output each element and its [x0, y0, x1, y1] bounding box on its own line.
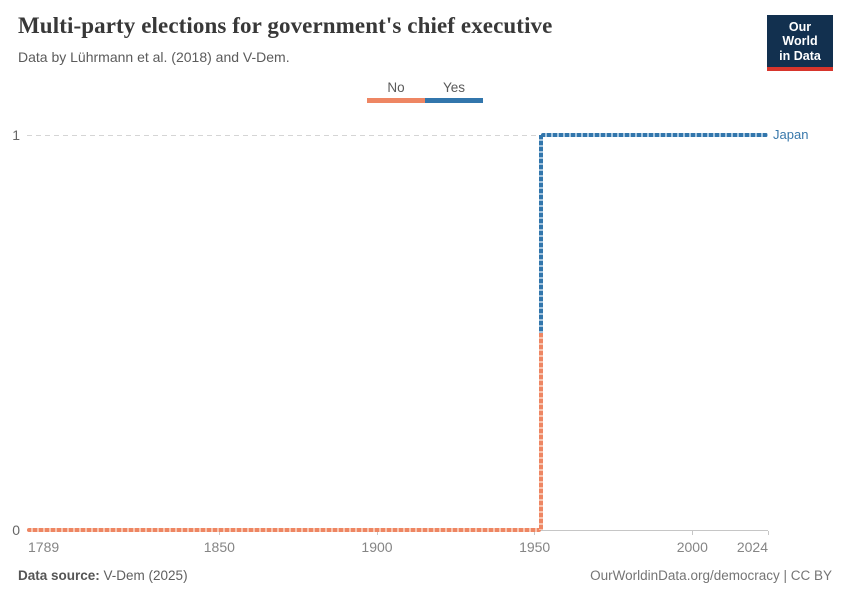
- data-source-value: V-Dem (2025): [99, 568, 188, 583]
- legend-label-yes: Yes: [442, 80, 466, 95]
- x-tick: [767, 531, 769, 535]
- y-tick-label: 1: [12, 127, 20, 143]
- legend-item-yes[interactable]: Yes: [425, 80, 483, 103]
- legend-swatch-yes: [425, 98, 483, 103]
- series-line-yes: [540, 133, 768, 137]
- legend-item-no[interactable]: No: [367, 80, 425, 103]
- x-tick: [691, 531, 693, 535]
- owid-logo-line2: in Data: [779, 48, 821, 63]
- owid-logo-line1: Our World: [782, 20, 818, 49]
- x-tick-label: 1789: [28, 539, 60, 555]
- x-tick-label: 1950: [519, 539, 551, 555]
- data-source: Data source: V-Dem (2025): [18, 568, 188, 583]
- legend: No Yes: [0, 80, 850, 103]
- x-tick: [218, 531, 220, 535]
- entity-label[interactable]: Japan: [773, 127, 809, 142]
- x-tick: [376, 531, 378, 535]
- page-subtitle: Data by Lührmann et al. (2018) and V-Dem…: [18, 48, 290, 65]
- data-source-label: Data source:: [18, 568, 100, 583]
- x-tick-label: 2024: [736, 539, 768, 555]
- series-step-yes: [539, 135, 543, 333]
- series-line-no: [27, 528, 541, 532]
- series-step-no: [539, 332, 543, 530]
- page-title: Multi-party elections for government's c…: [18, 13, 553, 38]
- y-tick-label: 0: [12, 522, 20, 538]
- x-tick: [534, 531, 536, 535]
- legend-swatch-no: [367, 98, 425, 103]
- x-tick-label: 1850: [203, 539, 235, 555]
- x-tick-label: 1900: [361, 539, 393, 555]
- legend-label-no: No: [387, 80, 405, 95]
- chart-header: Multi-party elections for government's c…: [18, 12, 833, 72]
- x-tick-label: 2000: [676, 539, 708, 555]
- gridline-1: [27, 134, 768, 136]
- credit-link[interactable]: OurWorldinData.org/democracy | CC BY: [590, 568, 832, 583]
- owid-logo[interactable]: Our World in Data: [767, 15, 833, 72]
